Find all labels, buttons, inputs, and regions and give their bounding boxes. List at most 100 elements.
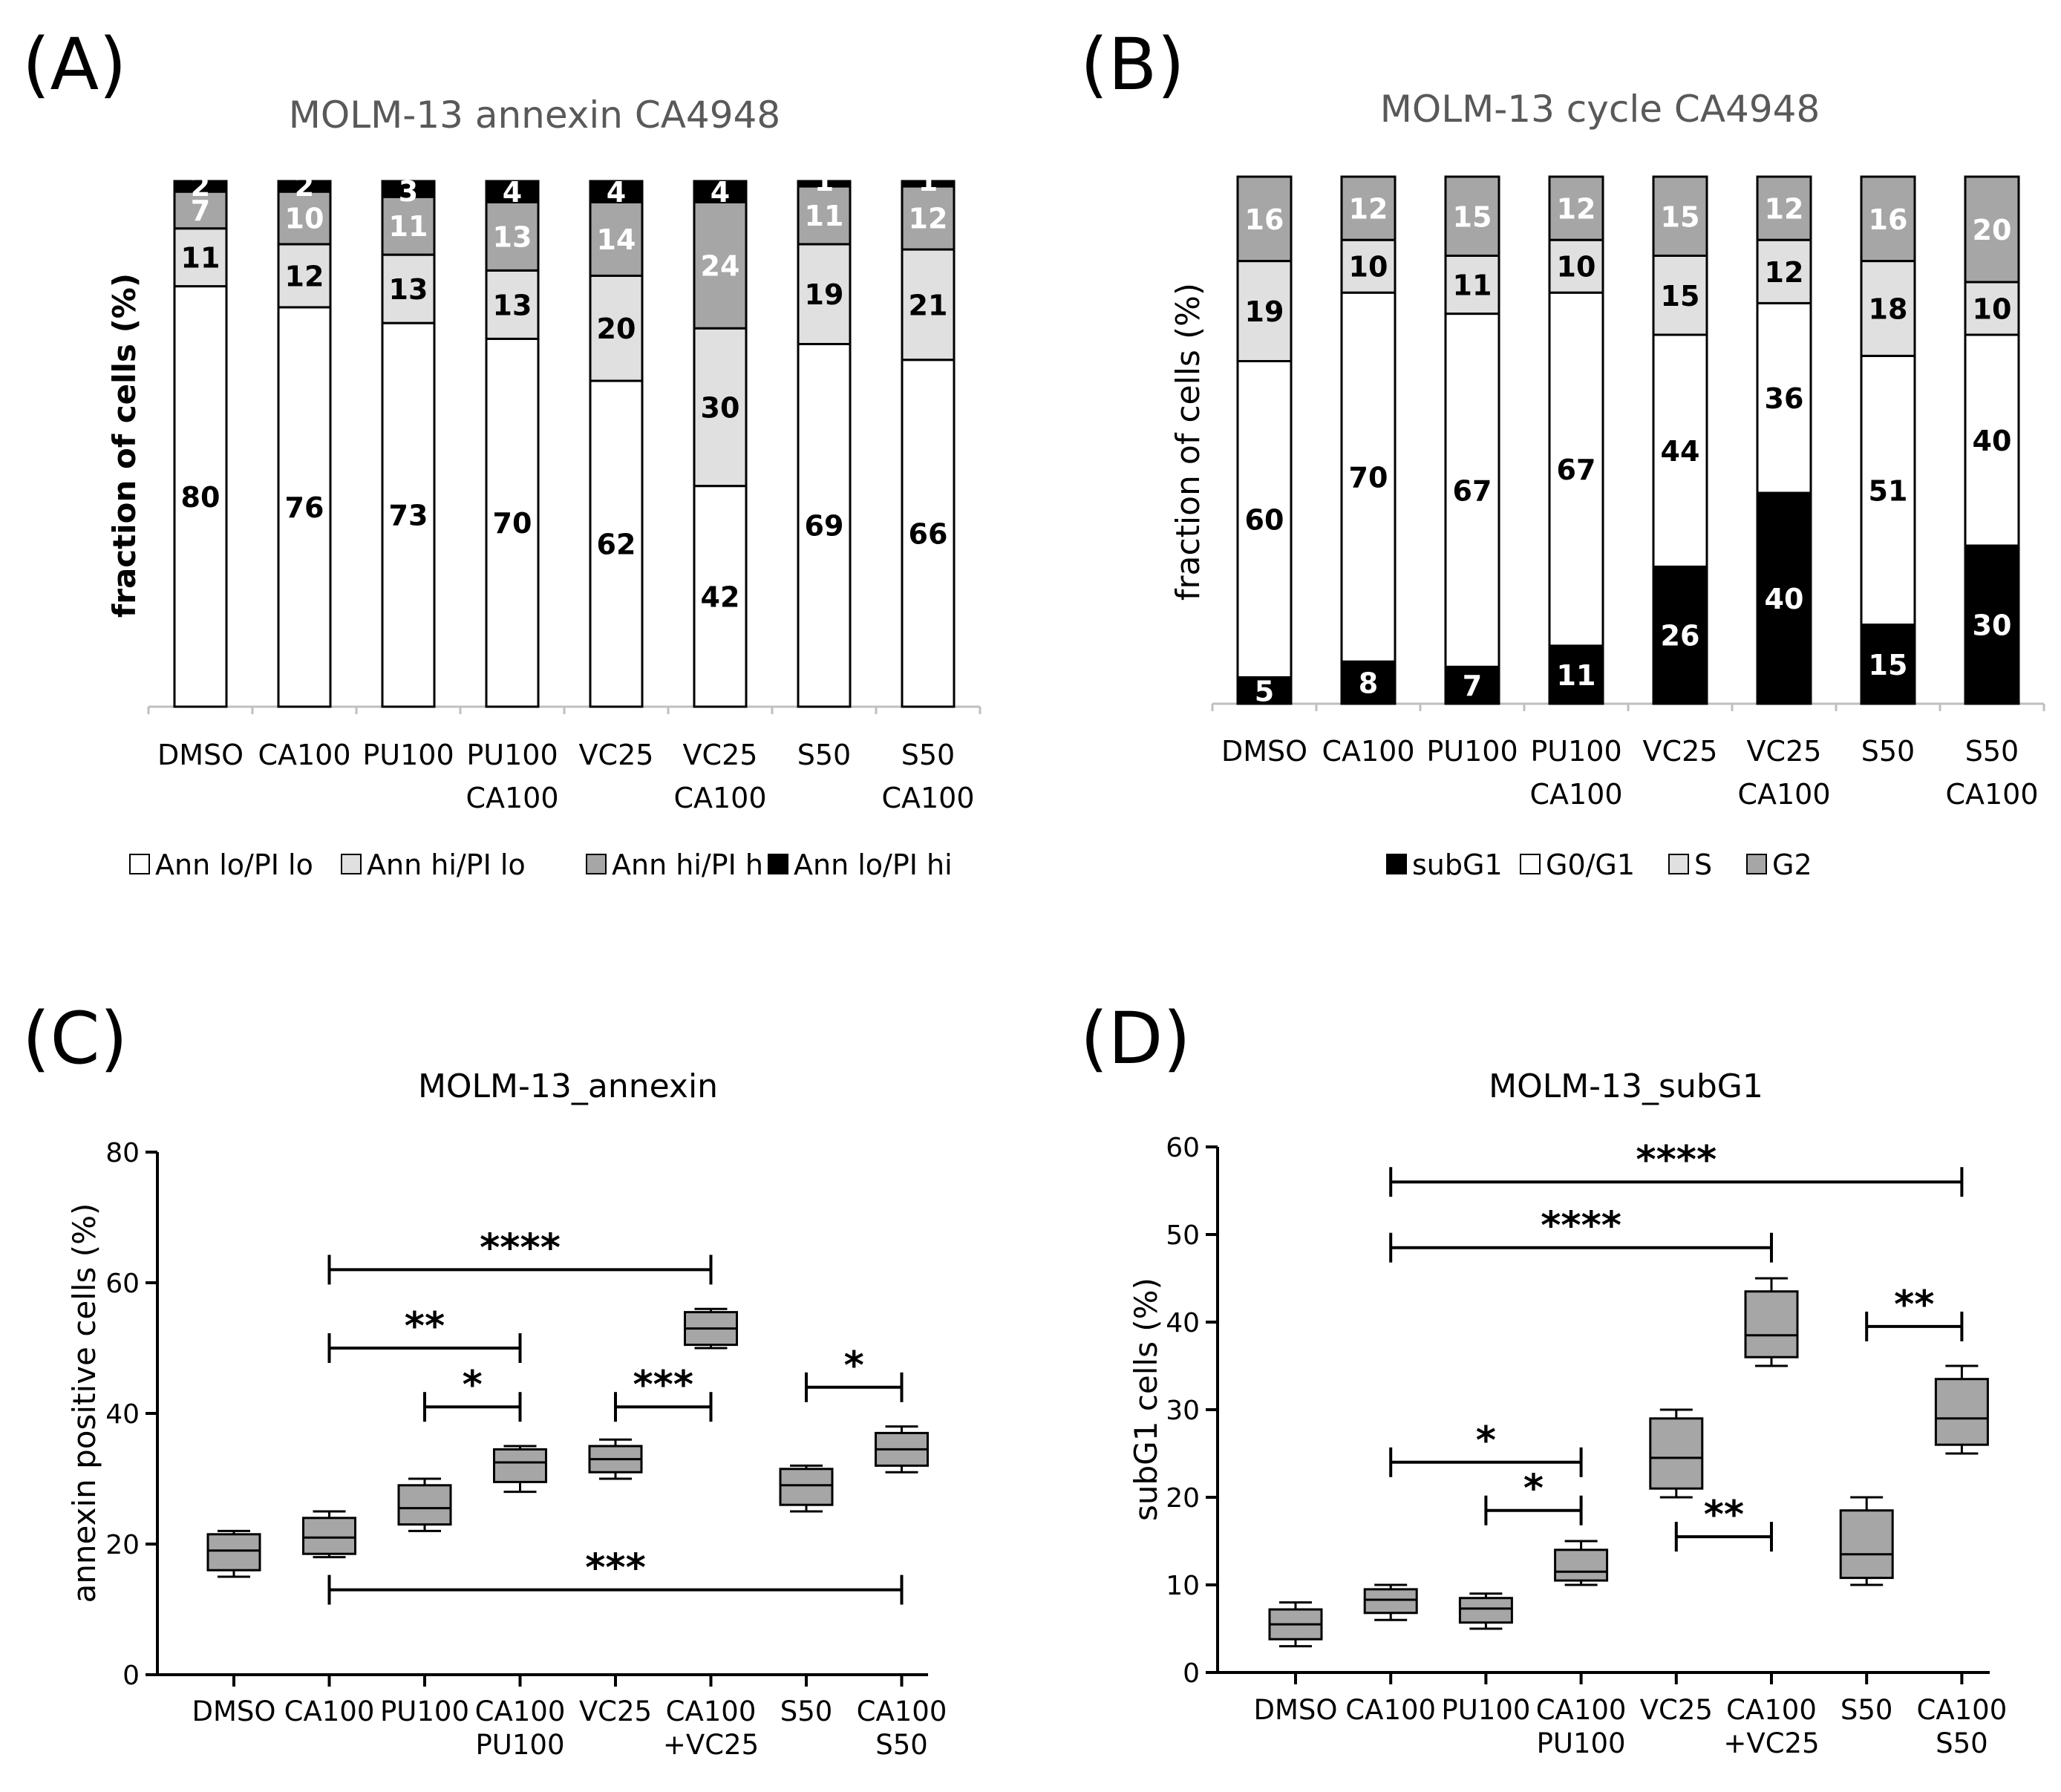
panel-d-significance-label: **** xyxy=(1541,1204,1621,1249)
panel-a-y-label: fraction of cells (%) xyxy=(106,273,143,618)
panel-b-segment-label: 60 xyxy=(1245,504,1284,537)
panel-b-bar-segment xyxy=(1860,175,1916,263)
panel-d-box xyxy=(1649,1417,1704,1490)
panel-d-box xyxy=(1458,1597,1513,1624)
panel-a-segment-label: 3 xyxy=(399,175,418,208)
panel-b-segment-label: 16 xyxy=(1245,203,1284,236)
panel-c-significance-label: ** xyxy=(405,1304,445,1349)
panel-d-box xyxy=(1744,1290,1799,1358)
panel-d-category-label: CA100 xyxy=(1345,1694,1436,1726)
panel-a-category-label: CA100 xyxy=(258,739,350,771)
panel-b-bar-segment xyxy=(1964,175,2020,284)
panel-a-bar-segment xyxy=(381,321,436,708)
panel-c-category-label: PU100 xyxy=(475,1729,564,1761)
panel-c-title: MOLM-13_annexin xyxy=(418,1067,718,1105)
panel-b-segment-label: 67 xyxy=(1453,474,1492,507)
panel-c-axes: 0 20 40 60 80 xyxy=(105,1138,928,1691)
panel-a-segment-label: 4 xyxy=(711,176,730,209)
panel-a-category-label: CA100 xyxy=(673,782,766,814)
panel-d-y-tick-label: 20 xyxy=(1166,1483,1200,1514)
panel-b-segment-label: 5 xyxy=(1255,675,1274,707)
panel-a-legend: Ann lo/PI lo Ann hi/PI lo Ann hi/PI h Ann l… xyxy=(129,848,953,881)
panel-d-significance-label: * xyxy=(1523,1467,1544,1511)
panel-a-bar-segment xyxy=(485,180,540,203)
panel-a-category-labels: DMSO CA100 PU100 PU100 CA100 VC25 VC25 CA100 S50… xyxy=(157,739,975,814)
panel-b-y-label: fraction of cells (%) xyxy=(1169,283,1207,601)
panel-a-category-label: VC25 xyxy=(579,739,654,771)
panel-b-segment-label: 70 xyxy=(1349,462,1388,494)
panel-a-category-label: PU100 xyxy=(362,739,454,771)
panel-a-segment-label: 19 xyxy=(805,278,844,311)
panel-b-segment-label: 51 xyxy=(1869,474,1908,507)
panel-b-bar-segment xyxy=(1964,281,2020,336)
panel-c-y-tick-label: 40 xyxy=(105,1399,140,1430)
panel-d-y-tick-label: 50 xyxy=(1166,1220,1200,1251)
panel-a-legend-swatch xyxy=(341,854,362,874)
panel-a-bar-segment xyxy=(173,180,228,193)
panel-b-bar-segment xyxy=(1652,175,1708,257)
panel-a-bar-segment xyxy=(277,180,332,193)
panel-d-box xyxy=(1934,1378,1989,1446)
panel-d-significance-label: **** xyxy=(1636,1138,1717,1183)
panel-b-category-label: CA100 xyxy=(1529,778,1622,811)
panel-a-segment-label: 21 xyxy=(909,289,948,321)
panel-b-segment-label: 10 xyxy=(1349,251,1388,284)
panel-a-segment-label: 13 xyxy=(493,289,532,321)
panel-a-segment-label: 1 xyxy=(814,165,834,197)
panel-b-segment-label: 40 xyxy=(1765,583,1804,615)
panel-b-segment-label: 15 xyxy=(1869,649,1908,681)
panel-b-bar-segment xyxy=(1236,260,1293,362)
panel-b-category-label: S50 xyxy=(1861,735,1915,768)
panel-a-label: (A) xyxy=(22,23,127,106)
panel-c-significance-label: * xyxy=(844,1344,864,1388)
panel-a-segment-label: 11 xyxy=(389,210,428,243)
panel-c-significance-label: * xyxy=(463,1363,483,1407)
panel-b-segment-label: 30 xyxy=(1973,609,2012,642)
panel-a-segment-label: 20 xyxy=(597,313,636,345)
panel-d-significance: ************** xyxy=(1389,1138,1964,1552)
panel-c-category-label: CA100 xyxy=(284,1695,375,1727)
panel-a-bar-segment xyxy=(277,190,332,246)
panel-c-significance-label: *** xyxy=(633,1363,693,1407)
panel-b-bar-segment xyxy=(1548,291,1604,647)
panel-a-bar-segment xyxy=(381,180,436,198)
panel-b-bar-segment xyxy=(1756,238,1812,304)
panel-d-category-label: S50 xyxy=(1936,1727,1988,1759)
panel-b-segment-label: 12 xyxy=(1765,256,1804,289)
panel-a-category-label: S50 xyxy=(901,739,955,771)
panel-a-bar-segment xyxy=(693,327,748,488)
panel-b-title: MOLM-13 cycle CA4948 xyxy=(1380,88,1820,131)
panel-a-segment-label: 13 xyxy=(493,220,532,253)
panel-d-category-label: VC25 xyxy=(1640,1694,1713,1726)
panel-d-box xyxy=(1363,1588,1418,1615)
panel-b-segment-label: 67 xyxy=(1557,454,1596,486)
panel-c-significance: ******* *** **** xyxy=(327,1226,904,1605)
panel-b-category-label: CA100 xyxy=(1737,778,1830,811)
panel-c-significance-label: *** xyxy=(585,1546,646,1591)
panel-a-legend-swatch xyxy=(768,854,788,874)
panel-a-legend-swatch xyxy=(586,854,607,874)
panel-c-category-label: DMSO xyxy=(192,1695,275,1727)
panel-d-axes: 0 10 20 30 40 50 60 xyxy=(1166,1133,1990,1689)
panel-b-segment-label: 11 xyxy=(1557,659,1596,692)
panel-b-category-label: CA100 xyxy=(1322,735,1414,768)
panel-c-boxes xyxy=(206,1307,929,1578)
panel-a-bar-segment xyxy=(797,342,852,708)
panel-a-segment-label: 13 xyxy=(389,273,428,306)
panel-a-segment-label: 24 xyxy=(701,249,740,282)
panel-a-segment-label: 7 xyxy=(191,194,210,227)
panel-b-legend-swatch xyxy=(1746,854,1767,874)
panel-c-category-label: S50 xyxy=(780,1695,833,1727)
panel-d-label: (D) xyxy=(1080,997,1191,1080)
panel-c-box xyxy=(302,1517,356,1555)
panel-b-category-label: VC25 xyxy=(1643,735,1718,768)
panel-a-segment-label: 62 xyxy=(597,529,636,561)
panel-b-segment-label: 15 xyxy=(1453,200,1492,233)
panel-b-legend-label: G0/G1 xyxy=(1546,848,1635,881)
panel-d-y-tick-label: 30 xyxy=(1166,1396,1200,1426)
panel-b-bar-segment xyxy=(1444,175,1500,257)
panel-a-legend-label: Ann lo/PI hi xyxy=(794,848,953,881)
panel-a-legend-label: Ann lo/PI lo xyxy=(155,848,313,881)
panel-c-y-tick-label: 0 xyxy=(123,1661,140,1691)
